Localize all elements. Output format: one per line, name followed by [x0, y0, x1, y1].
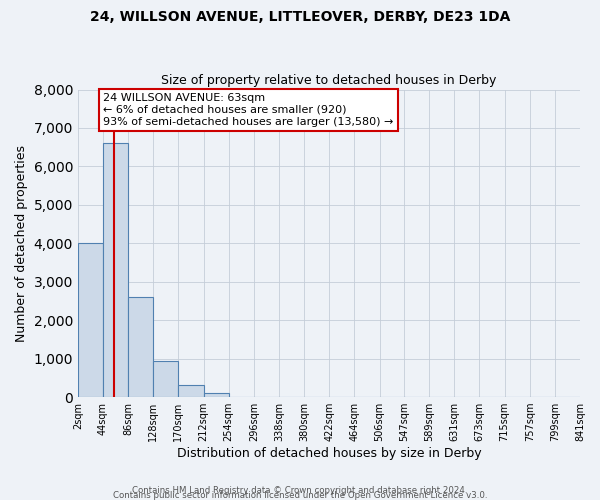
Bar: [178, 385, 203, 397]
Text: Contains HM Land Registry data © Crown copyright and database right 2024.: Contains HM Land Registry data © Crown c…: [132, 486, 468, 495]
Bar: [78, 244, 103, 397]
Y-axis label: Number of detached properties: Number of detached properties: [15, 145, 28, 342]
Bar: [203, 393, 229, 397]
X-axis label: Distribution of detached houses by size in Derby: Distribution of detached houses by size …: [176, 447, 481, 460]
Text: 24 WILLSON AVENUE: 63sqm
← 6% of detached houses are smaller (920)
93% of semi-d: 24 WILLSON AVENUE: 63sqm ← 6% of detache…: [103, 94, 394, 126]
Bar: [103, 144, 128, 397]
Title: Size of property relative to detached houses in Derby: Size of property relative to detached ho…: [161, 74, 497, 87]
Text: 24, WILLSON AVENUE, LITTLEOVER, DERBY, DE23 1DA: 24, WILLSON AVENUE, LITTLEOVER, DERBY, D…: [90, 10, 510, 24]
Bar: [154, 360, 178, 397]
Bar: [128, 297, 154, 397]
Text: Contains public sector information licensed under the Open Government Licence v3: Contains public sector information licen…: [113, 491, 487, 500]
